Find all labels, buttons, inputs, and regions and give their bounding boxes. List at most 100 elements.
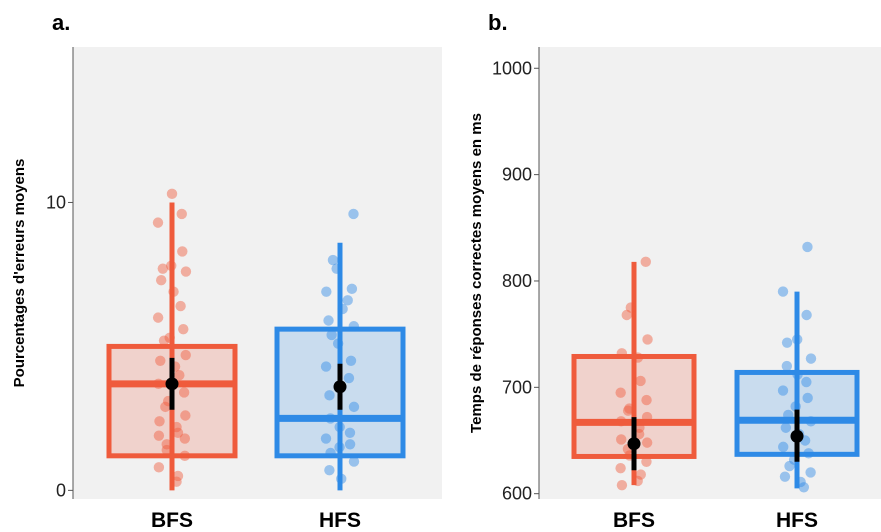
data-point: [153, 430, 165, 441]
x-category-label: HFS: [776, 509, 818, 532]
data-point: [171, 476, 182, 487]
data-point: [172, 427, 184, 438]
data-point: [790, 401, 801, 412]
x-category-label: HFS: [319, 509, 361, 532]
data-point: [179, 433, 191, 444]
data-point: [178, 387, 190, 398]
data-point: [180, 410, 191, 421]
data-point: [777, 286, 789, 297]
data-point: [153, 462, 165, 473]
panel-b: b. Temps de réponses correctes moyens en…: [468, 10, 881, 532]
data-point: [164, 332, 175, 343]
panel-b-label: b.: [488, 10, 508, 35]
data-point: [320, 361, 332, 372]
data-point: [344, 427, 356, 438]
data-point: [179, 450, 191, 462]
panel-b-y-axis-title: Temps de réponses correctes moyens en ms: [468, 113, 485, 433]
data-point: [334, 441, 345, 453]
data-point: [325, 447, 336, 459]
data-point: [166, 188, 178, 200]
data-point: [635, 375, 646, 387]
data-point: [154, 416, 165, 427]
y-tick-label: 10: [46, 192, 66, 212]
data-point: [331, 263, 342, 274]
data-point: [161, 444, 172, 456]
panel-a-label: a.: [52, 10, 70, 35]
data-point: [155, 355, 166, 367]
data-point: [155, 274, 167, 286]
data-point: [175, 300, 186, 312]
data-point: [157, 263, 169, 274]
data-point: [801, 376, 812, 388]
data-point: [171, 421, 182, 433]
data-point: [778, 441, 789, 453]
data-point: [342, 295, 353, 306]
data-point: [615, 387, 626, 398]
data-point: [152, 312, 164, 323]
data-point: [337, 303, 348, 315]
data-point: [805, 467, 816, 478]
data-point: [334, 421, 345, 433]
data-point: [792, 334, 803, 345]
data-point: [327, 254, 339, 266]
data-point: [625, 302, 637, 313]
box: [274, 326, 406, 459]
data-point: [781, 337, 793, 348]
y-tick-label: 900: [502, 165, 532, 185]
data-point: [348, 321, 360, 332]
data-point: [632, 352, 644, 363]
data-point: [777, 385, 789, 396]
data-point: [616, 348, 628, 359]
data-point: [802, 241, 813, 253]
data-point: [326, 329, 337, 341]
x-category-label: BFS: [151, 509, 193, 532]
data-point: [795, 476, 806, 488]
panel-a-y-ticks: 0 10: [46, 192, 73, 500]
data-point: [348, 208, 359, 220]
panel-b-y-ticks: 600 700 800 900 1000: [492, 58, 539, 504]
data-point: [180, 349, 191, 361]
panel-a-y-axis-title: Pourcentages d'erreurs moyens: [11, 159, 28, 388]
data-point: [635, 469, 646, 480]
data-point: [336, 473, 347, 485]
data-point: [616, 479, 628, 491]
data-point: [624, 403, 635, 414]
data-point: [792, 369, 803, 380]
data-point: [622, 405, 634, 416]
y-tick-label: 1000: [492, 58, 532, 78]
data-point: [323, 315, 334, 326]
data-point: [784, 460, 795, 472]
data-point: [345, 355, 357, 367]
data-point: [178, 323, 189, 335]
data-point: [802, 392, 813, 404]
data-point: [642, 334, 653, 345]
data-point: [348, 401, 360, 413]
data-point: [152, 217, 164, 228]
data-point: [160, 401, 171, 413]
data-point: [621, 309, 632, 321]
data-point: [343, 372, 355, 384]
y-tick-label: 700: [502, 377, 532, 397]
data-point: [801, 309, 812, 321]
data-point: [324, 465, 335, 476]
data-point: [805, 353, 817, 364]
data-point: [803, 448, 814, 459]
data-point: [781, 360, 793, 372]
data-point: [321, 286, 332, 297]
panel-a: a. Pourcentages d'erreurs moyens 0 10 BFS…: [11, 10, 442, 532]
data-point: [348, 456, 360, 467]
mean-point: [790, 429, 804, 443]
panel-b-x-categories: BFS HFS: [613, 509, 818, 532]
panel-a-plot-area: [73, 47, 442, 499]
data-point: [641, 456, 652, 467]
data-point: [172, 470, 184, 482]
data-point: [320, 433, 332, 444]
panel-a-marks: [106, 188, 406, 491]
data-point: [632, 475, 643, 487]
mean-point: [333, 380, 347, 394]
panel-b-marks: [571, 241, 860, 493]
y-tick-label: 800: [502, 271, 532, 291]
data-point: [180, 266, 192, 277]
data-point: [177, 246, 188, 257]
